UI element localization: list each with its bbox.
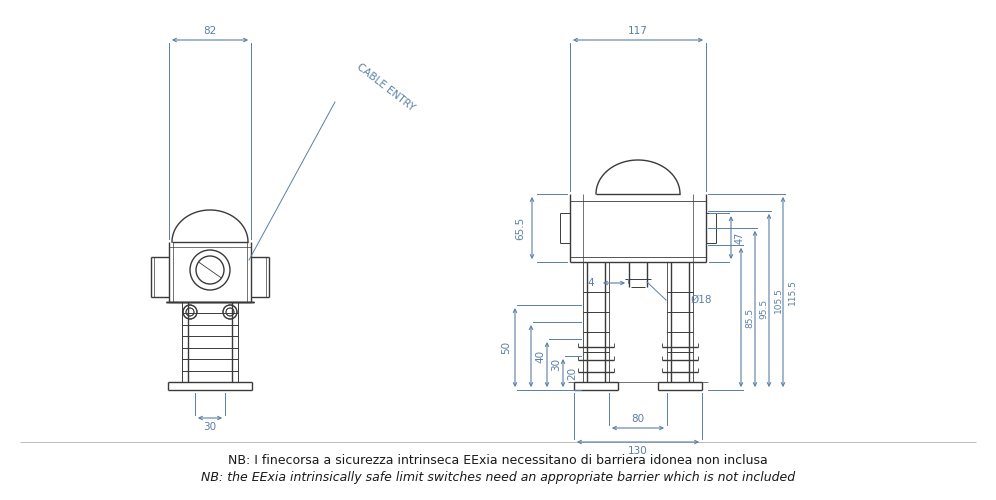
Text: 40: 40 bbox=[535, 350, 545, 362]
Text: 50: 50 bbox=[501, 341, 511, 354]
Text: 80: 80 bbox=[631, 414, 644, 424]
Text: 115.5: 115.5 bbox=[788, 279, 797, 305]
Text: 47: 47 bbox=[735, 232, 745, 244]
Text: 117: 117 bbox=[628, 26, 648, 36]
Text: 30: 30 bbox=[203, 422, 216, 432]
Text: NB: the EExia intrinsically safe limit switches need an appropriate barrier whic: NB: the EExia intrinsically safe limit s… bbox=[201, 470, 795, 484]
Text: 85.5: 85.5 bbox=[745, 308, 755, 328]
Text: 4: 4 bbox=[588, 278, 594, 288]
Text: 30: 30 bbox=[551, 358, 561, 371]
Text: 95.5: 95.5 bbox=[760, 299, 769, 319]
Text: NB: I finecorsa a sicurezza intrinseca EExia necessitano di barriera idonea non : NB: I finecorsa a sicurezza intrinseca E… bbox=[228, 454, 768, 466]
Text: Ø18: Ø18 bbox=[690, 295, 711, 305]
Text: 65.5: 65.5 bbox=[515, 216, 525, 240]
Text: 82: 82 bbox=[203, 26, 216, 36]
Text: 130: 130 bbox=[628, 446, 647, 456]
Text: 20: 20 bbox=[567, 366, 577, 380]
Text: 105.5: 105.5 bbox=[774, 288, 783, 314]
Text: CABLE ENTRY: CABLE ENTRY bbox=[355, 62, 416, 112]
